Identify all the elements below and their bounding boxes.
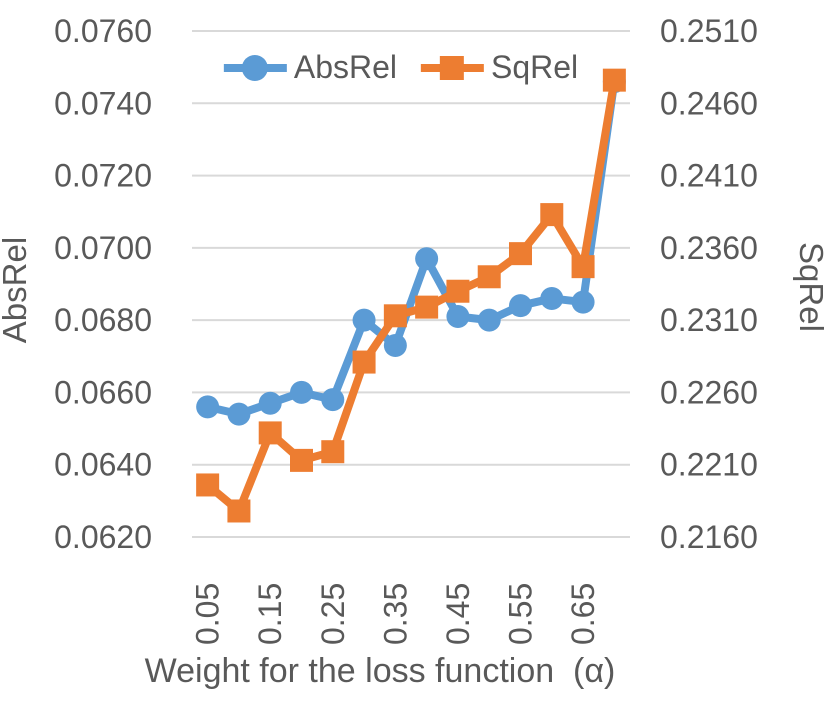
x-axis-tick-label: 0.45 [440, 583, 476, 645]
absrel-marker [446, 305, 470, 329]
left-axis-tick-label: 0.0620 [54, 519, 152, 555]
sqrel-marker [196, 473, 220, 497]
left-axis-title: AbsRel [0, 236, 33, 344]
right-axis-title: SqRel [793, 242, 830, 332]
legend: AbsRel SqRel [223, 49, 578, 86]
x-axis-tick-label: 0.05 [190, 583, 226, 645]
absrel-marker [290, 380, 313, 404]
legend-item-absrel: AbsRel [223, 49, 397, 86]
absrel-marker [383, 333, 407, 357]
right-axis-tick-label: 0.2160 [660, 519, 758, 555]
x-axis-tick-label: 0.65 [565, 583, 601, 645]
left-axis-tick-label: 0.0640 [54, 447, 152, 483]
absrel-marker [352, 308, 376, 332]
sqrel-marker [258, 421, 282, 445]
sqrel-marker [290, 448, 313, 472]
right-axis-tick-label: 0.2260 [660, 374, 758, 410]
left-axis-tick-label: 0.0740 [54, 85, 152, 121]
absrel-marker [571, 290, 595, 314]
sqrel-marker [352, 350, 376, 374]
left-axis-tick-label: 0.0760 [54, 13, 152, 49]
absrel-legend-dot [241, 54, 268, 81]
absrel-marker [227, 402, 251, 426]
absrel-marker [540, 286, 564, 310]
left-axis-tick-label: 0.0700 [54, 230, 152, 266]
absrel-marker [509, 294, 532, 318]
legend-item-sqrel: SqRel [421, 49, 578, 86]
sqrel-marker [509, 242, 532, 266]
sqrel-marker [571, 255, 595, 279]
sqrel-legend-square [440, 55, 464, 80]
x-axis-tick-label: 0.35 [377, 583, 413, 645]
sqrel-marker [415, 295, 439, 319]
sqrel-marker [477, 265, 501, 289]
absrel-marker [415, 247, 439, 271]
sqrel-marker [383, 304, 407, 328]
absrel-marker [258, 391, 282, 415]
sqrel-marker [227, 499, 251, 523]
left-axis-tick-label: 0.0660 [54, 374, 152, 410]
x-axis-tick-label: 0.25 [315, 583, 351, 645]
absrel-legend-label: AbsRel [293, 49, 397, 85]
absrel-legend-marker-icon [223, 54, 287, 81]
absrel-marker [196, 395, 220, 419]
right-axis-tick-label: 0.2460 [660, 85, 758, 121]
sqrel-marker [540, 203, 564, 227]
sqrel-legend-label: SqRel [491, 49, 579, 85]
left-axis-tick-label: 0.0720 [54, 158, 152, 194]
absrel-marker [477, 308, 501, 332]
left-axis-tick-label: 0.0680 [54, 302, 152, 338]
right-axis-tick-label: 0.2210 [660, 447, 758, 483]
right-axis-tick-label: 0.2410 [660, 158, 758, 194]
right-axis-tick-label: 0.2360 [660, 230, 758, 266]
absrel-marker [321, 388, 345, 412]
right-axis-tick-label: 0.2310 [660, 302, 758, 338]
x-axis-tick-label: 0.55 [503, 583, 539, 645]
x-axis-tick-label: 0.15 [252, 583, 288, 645]
sqrel-marker [602, 68, 626, 92]
sqrel-marker [446, 279, 470, 303]
x-axis-title: Weight for the loss function (α) [144, 652, 616, 690]
sqrel-marker [321, 440, 345, 464]
sqrel-legend-marker-icon [421, 55, 484, 81]
right-axis-tick-label: 0.2510 [660, 13, 758, 49]
